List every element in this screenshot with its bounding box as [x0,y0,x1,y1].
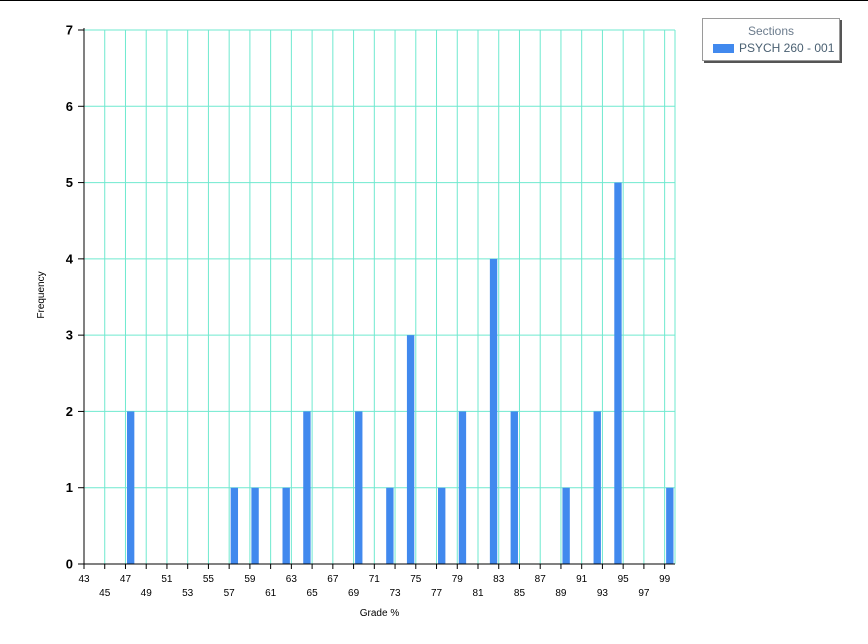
bar [510,411,518,564]
legend-label: PSYCH 260 - 001 [739,41,835,55]
x-tick-label: 97 [638,588,650,599]
bar [614,182,622,565]
x-tick-label: 67 [327,574,339,585]
x-tick-label: 83 [493,574,505,585]
y-tick-label: 1 [66,480,73,495]
y-tick-label: 2 [66,404,73,419]
bar [489,258,498,564]
bar [386,487,394,564]
bar [406,335,415,564]
bar [282,487,290,564]
bar [562,487,570,564]
x-tick-label: 73 [389,588,401,599]
x-tick-label: 53 [182,588,194,599]
y-tick-label: 7 [66,23,73,38]
x-tick-label: 81 [472,588,484,599]
x-tick-label: 43 [78,574,90,585]
bar [126,411,135,564]
x-tick-label: 51 [161,574,173,585]
y-axis-label: Frequency [36,271,47,318]
x-axis-label: Grade % [360,608,400,619]
x-tick-label: 77 [431,588,443,599]
y-tick-label: 4 [66,251,74,266]
x-tick-label: 65 [307,588,319,599]
legend: Sections PSYCH 260 - 001 [702,18,840,61]
x-tick-label: 55 [203,574,215,585]
bar [355,411,363,564]
x-tick-label: 63 [286,574,298,585]
y-tick-label: 3 [66,328,73,343]
top-border [0,0,868,1]
bar [593,411,601,564]
legend-title: Sections [747,24,795,38]
bar [666,487,674,564]
y-tick-label: 5 [66,175,73,190]
x-tick-label: 49 [141,588,153,599]
x-tick-label: 95 [618,574,630,585]
y-tick-label: 6 [66,99,73,114]
x-tick-label: 71 [369,574,381,585]
x-tick-label: 89 [555,588,567,599]
x-tick-label: 61 [265,588,277,599]
x-tick-label: 69 [348,588,360,599]
bar [303,411,311,564]
bar [230,487,239,564]
x-tick-label: 79 [452,574,464,585]
bar [438,487,446,564]
bar [251,487,259,564]
x-tick-label: 59 [244,574,256,585]
x-tick-label: 47 [120,574,132,585]
x-tick-label: 45 [99,588,111,599]
legend-swatch [713,44,734,53]
x-tick-label: 93 [597,588,609,599]
x-tick-label: 91 [576,574,588,585]
x-tick-label: 57 [224,588,236,599]
x-tick-label: 99 [659,574,671,585]
bar [458,411,467,564]
x-tick-label: 87 [535,574,547,585]
x-tick-label: 85 [514,588,526,599]
x-tick-label: 75 [410,574,422,585]
y-tick-label: 0 [66,557,73,572]
